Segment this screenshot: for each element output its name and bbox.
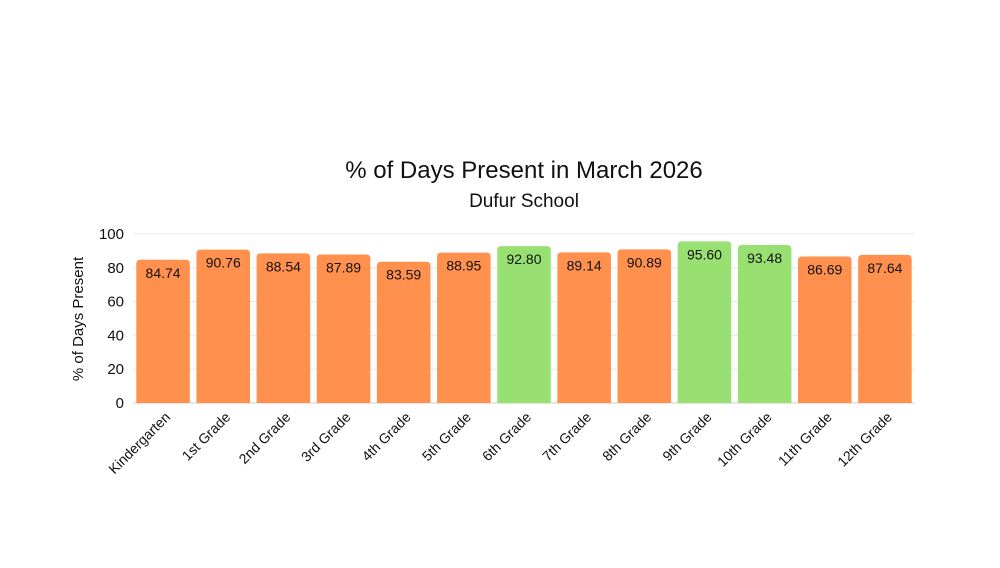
data-label: 92.80 — [506, 251, 541, 267]
x-tick-label: 11th Grade — [775, 409, 835, 469]
data-label: 89.14 — [567, 257, 602, 273]
y-tick-label: 80 — [107, 260, 124, 277]
data-label: 87.89 — [326, 259, 361, 275]
x-axis-ticks: Kindergarten 1st Grade 2nd Grade 3rd Grade 4… — [105, 409, 895, 477]
bar — [557, 252, 611, 403]
y-axis-label: % of Days Present — [70, 256, 87, 381]
x-tick-label: 12th Grade — [834, 409, 895, 470]
bar — [858, 254, 912, 403]
x-tick-label: 8th Grade — [599, 409, 654, 464]
x-tick-label: Kindergarten — [105, 409, 173, 477]
x-tick-label: 10th Grade — [714, 409, 775, 470]
data-labels: 84.74 90.76 88.54 87.89 83.59 88.95 92.80 89.14… — [146, 246, 903, 282]
bar — [617, 249, 672, 403]
bar — [437, 252, 491, 403]
x-tick-label: 3rd Grade — [298, 409, 354, 465]
bar — [316, 254, 371, 403]
data-label: 90.89 — [627, 254, 662, 270]
chart-subtitle: Dufur School — [469, 191, 579, 212]
x-tick-label: 4th Grade — [358, 409, 413, 464]
y-axis-ticks: 0 20 40 60 80 100 — [99, 226, 124, 412]
x-tick-label: 9th Grade — [659, 409, 714, 464]
y-tick-label: 0 — [116, 395, 124, 412]
x-tick-label: 5th Grade — [419, 409, 474, 464]
data-label: 95.60 — [687, 246, 722, 262]
x-tick-label: 2nd Grade — [235, 409, 293, 467]
bars — [136, 241, 912, 403]
data-label: 84.74 — [146, 265, 181, 281]
y-tick-label: 40 — [107, 327, 124, 344]
x-tick-label: 7th Grade — [539, 409, 594, 464]
bar — [497, 246, 551, 403]
bar — [136, 259, 190, 403]
data-label: 90.76 — [206, 255, 241, 271]
bar — [677, 241, 732, 403]
data-label: 88.54 — [266, 258, 301, 274]
y-tick-label: 60 — [107, 294, 124, 311]
data-label: 88.95 — [446, 258, 481, 274]
x-tick-label: 1st Grade — [179, 409, 234, 464]
x-tick-label: 6th Grade — [479, 409, 534, 464]
bar — [376, 261, 431, 403]
y-tick-label: 20 — [107, 361, 124, 378]
y-tick-label: 100 — [99, 226, 124, 243]
chart-title: % of Days Present in March 2026 — [345, 157, 703, 184]
data-label: 83.59 — [386, 267, 421, 283]
data-label: 87.64 — [867, 260, 902, 276]
bar — [737, 245, 792, 403]
bar — [196, 249, 250, 403]
bar — [798, 256, 852, 403]
data-label: 93.48 — [747, 250, 782, 266]
data-label: 86.69 — [807, 261, 842, 277]
bar — [256, 253, 311, 403]
